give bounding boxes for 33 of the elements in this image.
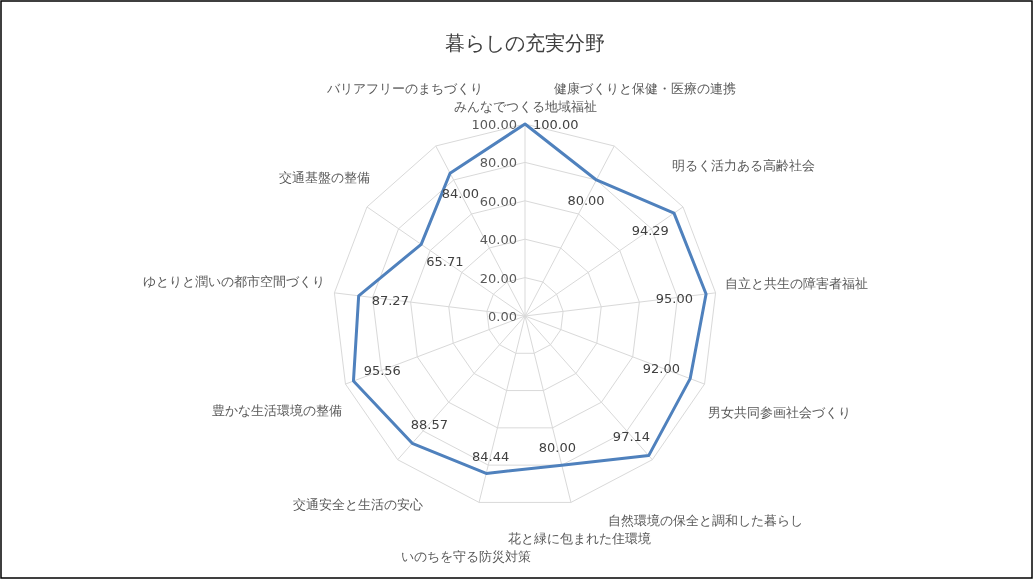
data-label: 100.00 [533, 117, 579, 132]
y-tick-label: 100.00 [471, 117, 517, 132]
data-label: 92.00 [642, 360, 680, 376]
spoke-label: みんなでつくる地域福祉 [453, 99, 597, 114]
y-tick-label: 0.00 [488, 309, 517, 324]
data-label: 87.27 [371, 292, 409, 308]
data-label: 97.14 [612, 429, 651, 445]
spoke-label: 花と緑に包まれた住環境 [508, 531, 652, 547]
data-label: 88.57 [410, 416, 449, 432]
spoke-label: 自立と共生の障害者福祉 [725, 275, 869, 291]
chart-title: 暮らしの充実分野 [445, 31, 605, 55]
spoke-label: 交通安全と生活の安心 [293, 496, 424, 512]
data-label: 94.29 [631, 222, 669, 238]
y-tick-label: 40.00 [479, 232, 517, 248]
data-label: 95.56 [363, 363, 401, 379]
data-label: 95.00 [655, 290, 694, 306]
data-label: 84.00 [441, 186, 480, 201]
spoke-label: 豊かな生活環境の整備 [211, 403, 342, 419]
y-tick-label: 60.00 [479, 193, 517, 209]
spoke-label: ゆとりと潤いの都市空間づくり [142, 273, 325, 289]
spoke-label: バリアフリーのまちづくり [326, 81, 484, 97]
spoke-label: 健康づくりと保健・医療の連携 [553, 81, 736, 97]
y-tick-label: 20.00 [479, 270, 517, 286]
spoke-label: いのちを守る防災対策 [400, 549, 531, 565]
data-label: 84.44 [471, 448, 510, 464]
y-tick-label: 80.00 [479, 155, 517, 171]
spoke-label: 交通基盤の整備 [278, 170, 370, 186]
data-label: 65.71 [426, 253, 464, 269]
spoke-label: 男女共同参画社会づくり [707, 405, 851, 421]
spoke-label: 明るく活力ある高齢社会 [671, 158, 815, 174]
data-label: 80.00 [567, 192, 605, 208]
data-label: 80.00 [538, 440, 576, 456]
spoke-label: 自然環境の保全と調和した暮らし [608, 513, 804, 529]
